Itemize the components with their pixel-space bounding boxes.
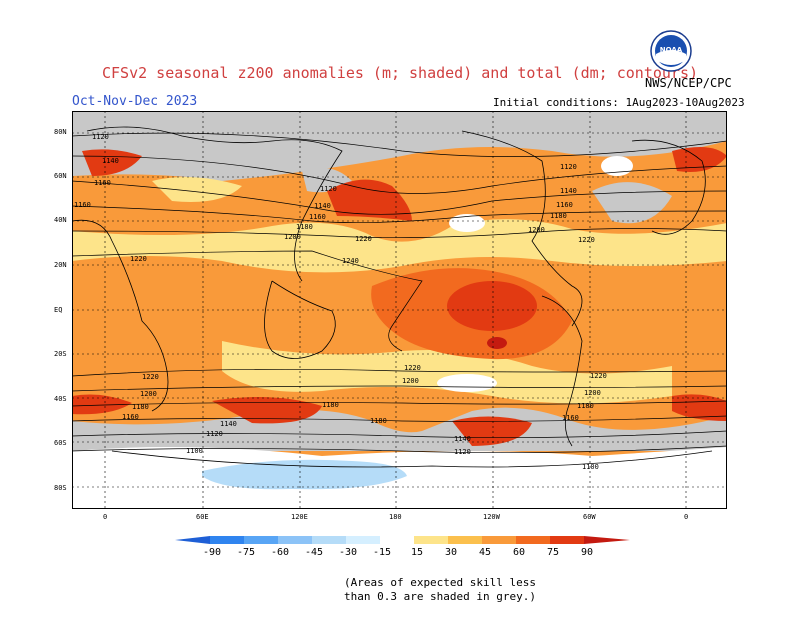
footnote-line-1: (Areas of expected skill less	[343, 576, 537, 589]
colorbar-low-arrow	[175, 536, 210, 544]
colorbar-swatch	[448, 536, 482, 544]
contour-label: 1120	[92, 133, 109, 141]
contour-label: 1140	[314, 202, 331, 210]
colorbar-tick: 90	[581, 547, 594, 558]
contour-label: 1180	[296, 223, 313, 231]
colorbar-tick: -45	[305, 547, 324, 558]
contour-label: 1160	[122, 413, 139, 421]
noaa-logo-text: NOAA	[660, 46, 683, 54]
anomaly-map: 1120 1140 1160 1160 1120 1140 1160 1180 …	[72, 111, 727, 509]
contour-label: 1160	[94, 179, 111, 187]
contour-label: 1160	[309, 213, 326, 221]
contour-label: 1240	[342, 257, 359, 265]
map-title: CFSv2 seasonal z200 anomalies (m; shaded…	[101, 64, 699, 82]
colorbar-swatch	[210, 536, 244, 544]
contour-label: 1160	[562, 414, 579, 422]
colorbar-swatch	[346, 536, 380, 544]
colorbar-swatch	[278, 536, 312, 544]
lon-label: 0	[103, 513, 108, 521]
map-frame	[72, 111, 727, 509]
skill-footnote: (Areas of expected skill less than 0.3 a…	[330, 576, 550, 604]
colorbar-tick: -60	[271, 547, 290, 558]
contour-label: 1220	[404, 364, 421, 372]
contour-label: 1140	[220, 420, 237, 428]
contour-label: 1200	[140, 390, 157, 398]
colorbar-tick: 30	[445, 547, 458, 558]
colorbar-swatch	[312, 536, 346, 544]
contour-label: 1120	[206, 430, 223, 438]
contour-label: 1200	[584, 389, 601, 397]
contour-label: 1120	[560, 163, 577, 171]
lon-label: 60E	[196, 513, 209, 521]
contour-label: 1220	[355, 235, 372, 243]
colorbar-tick: 15	[411, 547, 424, 558]
initial-conditions-label: Initial conditions: 1Aug2023-10Aug2023	[493, 96, 745, 109]
lat-label: 80S	[54, 484, 67, 492]
colorbar-swatch	[482, 536, 516, 544]
colorbar-tick: 45	[479, 547, 492, 558]
antarctic-region	[72, 447, 727, 509]
contour-label: 1120	[320, 185, 337, 193]
lat-lon-grid	[72, 111, 727, 509]
contour-label: 1100	[582, 463, 599, 471]
contour-label: 1100	[186, 447, 203, 455]
footnote-line-2: than 0.3 are shaded in grey.)	[343, 590, 537, 603]
contour-label: 1220	[142, 373, 159, 381]
contour-label: 1160	[556, 201, 573, 209]
colorbar-tick: 75	[547, 547, 560, 558]
colorbar-swatch	[516, 536, 550, 544]
contour-label: 1180	[132, 403, 149, 411]
colorbar-swatch	[244, 536, 278, 544]
colorbar-tick: 60	[513, 547, 526, 558]
noaa-logo: NOAA	[650, 30, 692, 72]
contour-label: 1200	[528, 226, 545, 234]
map-panel: 1120 1140 1160 1160 1120 1140 1160 1180 …	[72, 111, 727, 509]
lon-label: 120E	[291, 513, 308, 521]
colorbar-swatch	[550, 536, 584, 544]
contour-label: 1140	[560, 187, 577, 195]
colorbar-high-arrow	[584, 536, 630, 544]
lat-label: 20S	[54, 350, 67, 358]
contour-label: 1180	[322, 401, 339, 409]
contour-label: 1160	[74, 201, 91, 209]
lat-label: EQ	[54, 306, 63, 314]
lat-label: 80N	[54, 128, 67, 136]
colorbar-swatch	[380, 536, 414, 544]
contour-label: 1140	[454, 435, 471, 443]
lat-label: 40N	[54, 216, 67, 224]
contour-label: 1140	[102, 157, 119, 165]
lon-label: 180	[389, 513, 402, 521]
colorbar-tick: -75	[237, 547, 256, 558]
coastlines	[72, 126, 713, 468]
lat-label: 40S	[54, 395, 67, 403]
lat-label: 60S	[54, 439, 67, 447]
contour-label: 1120	[454, 448, 471, 456]
colorbar-swatch	[414, 536, 448, 544]
lon-label: 60W	[583, 513, 596, 521]
lat-label: 20N	[54, 261, 67, 269]
strong-positive-areas	[72, 147, 727, 446]
contour-label: 1200	[402, 377, 419, 385]
height-contours	[72, 132, 727, 454]
contour-label: 1200	[284, 233, 301, 241]
contour-label: 1220	[130, 255, 147, 263]
contour-label: 1220	[590, 372, 607, 380]
contour-labels: 1120 1140 1160 1160 1120 1140 1160 1180 …	[74, 133, 607, 471]
contour-label: 1180	[550, 212, 567, 220]
contour-label: 1180	[577, 402, 594, 410]
contour-label: 1180	[370, 417, 387, 425]
season-label: Oct-Nov-Dec 2023	[72, 94, 198, 109]
agency-label: NWS/NCEP/CPC	[645, 76, 732, 90]
lon-label: 0	[684, 513, 689, 521]
colorbar-tick: -15	[373, 547, 392, 558]
lat-label: 60N	[54, 172, 67, 180]
lon-label: 120W	[483, 513, 500, 521]
colorbar-tick: -90	[203, 547, 222, 558]
colorbar-tick: -30	[339, 547, 358, 558]
colorbar	[175, 536, 630, 544]
contour-label: 1220	[578, 236, 595, 244]
